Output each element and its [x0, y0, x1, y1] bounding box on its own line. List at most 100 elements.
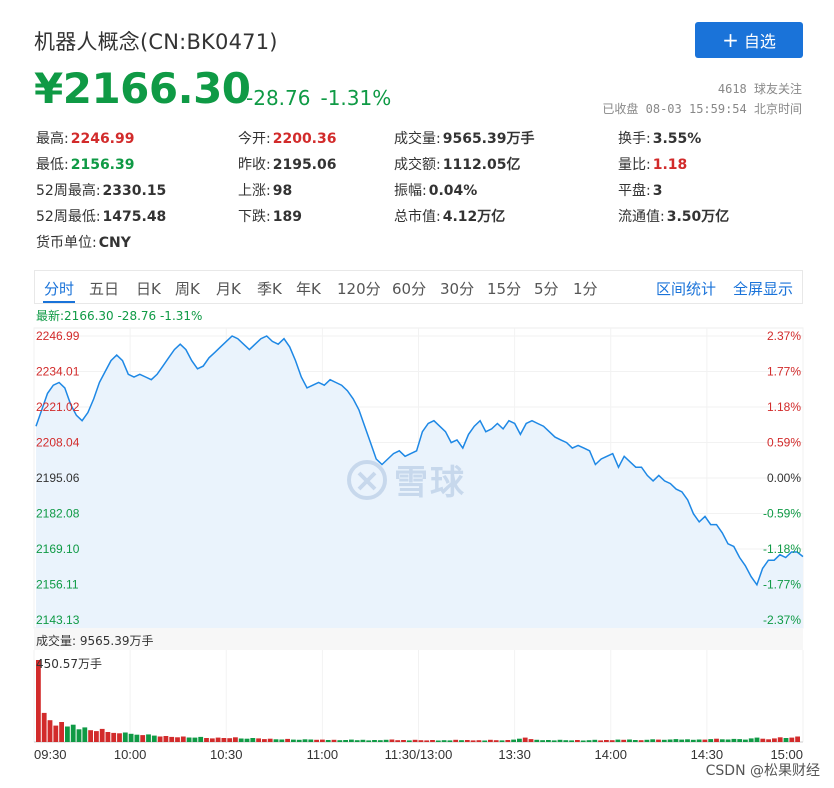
volume-bar [41, 712, 47, 742]
y-tick-label: 2143.13 [36, 613, 80, 627]
volume-bar [667, 739, 673, 742]
stat-amount: 成交额: 1112.05亿 [394, 154, 520, 174]
volume-bar [499, 740, 505, 742]
stat-label: 成交额: [394, 157, 441, 173]
price-change: -28.76 -1.31% [246, 86, 401, 110]
volume-bar [59, 722, 64, 742]
volume-bar [604, 740, 609, 742]
volume-bar [383, 739, 389, 742]
volume-bar [204, 738, 209, 742]
volume-bar [580, 740, 586, 742]
volume-bar [76, 729, 82, 742]
add-to-watchlist-button[interactable]: + 自选 [695, 22, 803, 58]
volume-bar [627, 739, 632, 742]
tab-quarterly-k[interactable]: 季K [257, 280, 282, 298]
x-tick-label: 11:00 [307, 747, 339, 762]
stat-label: 振幅: [394, 183, 427, 199]
volume-bar [94, 731, 99, 742]
volume-bar [186, 737, 192, 742]
tab-intraday[interactable]: 分时 [44, 280, 75, 298]
volume-bar [180, 736, 186, 742]
volume-bar [325, 740, 331, 742]
tab-120min[interactable]: 120分 [337, 280, 381, 298]
tab-5day[interactable]: 五日 [89, 280, 120, 298]
stat-52w-low: 52周最低: 1475.48 [36, 206, 166, 226]
volume-bar [482, 740, 488, 742]
tab-30min[interactable]: 30分 [440, 280, 475, 298]
volume-bar [743, 739, 748, 742]
interval-stats-link[interactable]: 区间统计 [656, 280, 717, 298]
tab-daily-k[interactable]: 日K [136, 280, 161, 298]
watermark-text: 雪球 [394, 463, 466, 503]
volume-bar [557, 739, 563, 742]
stat-value: 3 [652, 183, 663, 199]
volume-bar [795, 736, 800, 742]
volume-bar [575, 740, 580, 742]
tab-5min[interactable]: 5分 [534, 280, 559, 298]
volume-bar [563, 740, 569, 742]
volume-bar [406, 740, 412, 742]
stat-label: 今开: [238, 131, 271, 147]
volume-bar [273, 739, 279, 742]
x-tick-label: 14:00 [594, 747, 627, 762]
volume-bar [227, 738, 233, 742]
volume-bar [731, 738, 737, 742]
volume-bar [708, 739, 714, 742]
pct-tick-label: 1.18% [767, 400, 801, 414]
tab-monthly-k[interactable]: 月K [216, 280, 241, 298]
volume-bar [215, 737, 221, 742]
volume-bar [511, 739, 516, 742]
volume-bar [714, 738, 719, 742]
volume-bar [493, 740, 499, 742]
stat-label: 总市值: [394, 209, 441, 225]
stat-turnover: 换手: 3.55% [618, 128, 701, 148]
volume-bar [377, 740, 383, 742]
volume-bar [447, 740, 453, 742]
tab-weekly-k[interactable]: 周K [175, 280, 200, 298]
stat-label: 成交量: [394, 131, 441, 147]
volume-bar [540, 740, 545, 742]
fullscreen-link[interactable]: 全屏显示 [733, 280, 794, 298]
volume-bar [88, 730, 93, 742]
snowball-logo-icon [347, 459, 387, 500]
volume-bar [412, 739, 418, 742]
stat-value: 189 [272, 209, 302, 225]
volume-bar [349, 739, 354, 742]
stat-value: 1112.05亿 [442, 157, 521, 173]
tab-60min[interactable]: 60分 [392, 280, 427, 298]
volume-bar [128, 733, 134, 742]
stat-volume-ratio: 量比: 1.18 [618, 154, 687, 174]
tab-15min[interactable]: 15分 [487, 280, 522, 298]
volume-bar [551, 740, 557, 742]
followers-count: 4618 球友关注 [717, 82, 802, 96]
price-line [35, 335, 804, 587]
volume-bar [366, 740, 372, 742]
volume-bar [586, 740, 592, 742]
volume-bar [262, 739, 267, 742]
volume-bar [522, 737, 528, 742]
stat-value: 2246.99 [70, 131, 135, 147]
stat-52w-high: 52周最高: 2330.15 [36, 180, 166, 200]
volume-bar [615, 739, 621, 742]
volume-bar [53, 725, 59, 742]
volume-bar [146, 734, 151, 742]
volume-bar [175, 737, 180, 742]
volume-bar [424, 740, 430, 742]
tab-yearly-k[interactable]: 年K [296, 280, 321, 298]
tab-1min[interactable]: 1分 [573, 280, 598, 298]
volume-panel-label: 成交量: 9565.39万手 [36, 634, 154, 648]
volume-bar [250, 738, 256, 742]
volume-bar [169, 736, 175, 742]
volume-bar [105, 732, 111, 742]
latest-price-line: 最新:2166.30 -28.76 -1.31% [36, 309, 203, 323]
volume-bar [690, 739, 696, 742]
stat-open: 今开: 2200.36 [238, 128, 336, 148]
stat-market-cap: 总市值: 4.12万亿 [394, 206, 505, 226]
stat-rise: 上涨: 98 [238, 180, 292, 200]
y-tick-label: 2234.01 [36, 365, 80, 379]
source-credit: CSDN @松果财经 [705, 763, 820, 779]
stat-value: 2200.36 [272, 131, 337, 147]
stat-high: 最高: 2246.99 [36, 128, 134, 148]
pct-tick-label: 2.37% [767, 329, 801, 343]
volume-bar [789, 737, 795, 742]
